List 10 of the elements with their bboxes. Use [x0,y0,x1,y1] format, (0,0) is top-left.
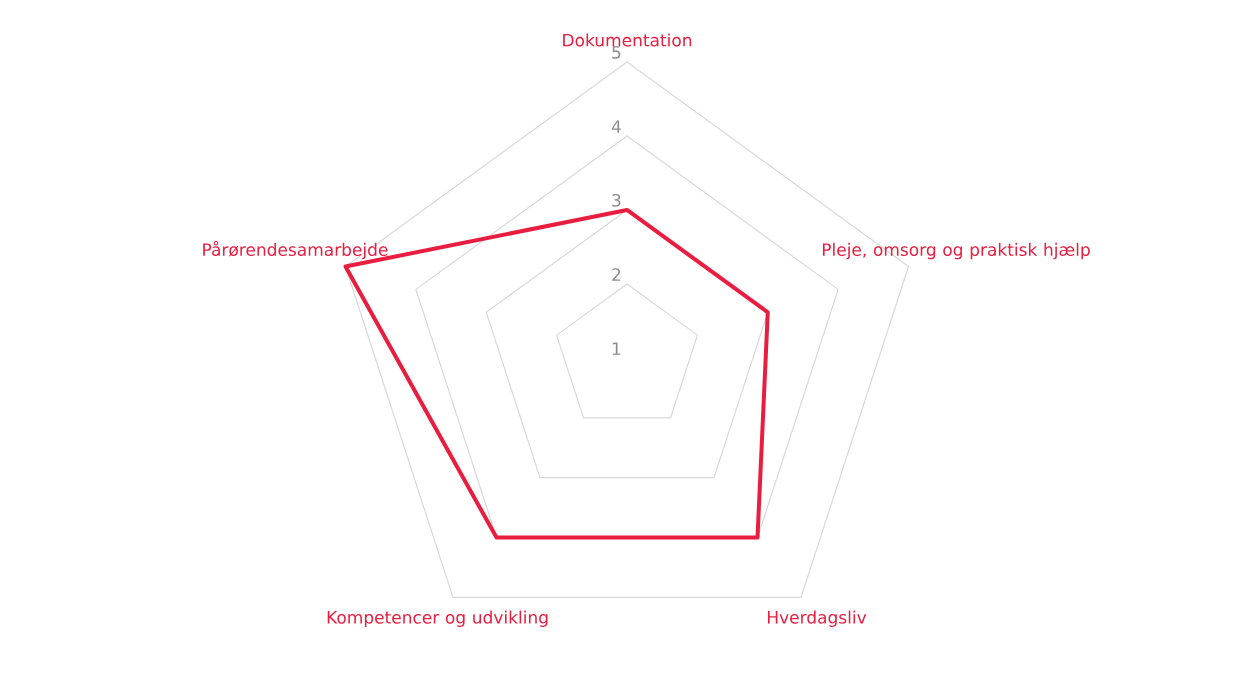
spoke-label: Hverdagsliv [767,610,867,628]
spoke-label: Pårørendesamarbejde [203,240,388,260]
y-tick-label: 5 [612,46,621,59]
y-tick-label: 1 [612,342,621,355]
spoke-label: Kompetencer og udvikling [327,610,548,628]
spoke-label: Dokumentation [563,33,692,47]
y-tick-label: 3 [612,193,621,207]
y-tick-label: 4 [611,120,621,133]
y-tick-label: 2 [612,268,621,281]
spoke-label: Pleje, omsorg og praktisk hjælp [822,242,1090,260]
